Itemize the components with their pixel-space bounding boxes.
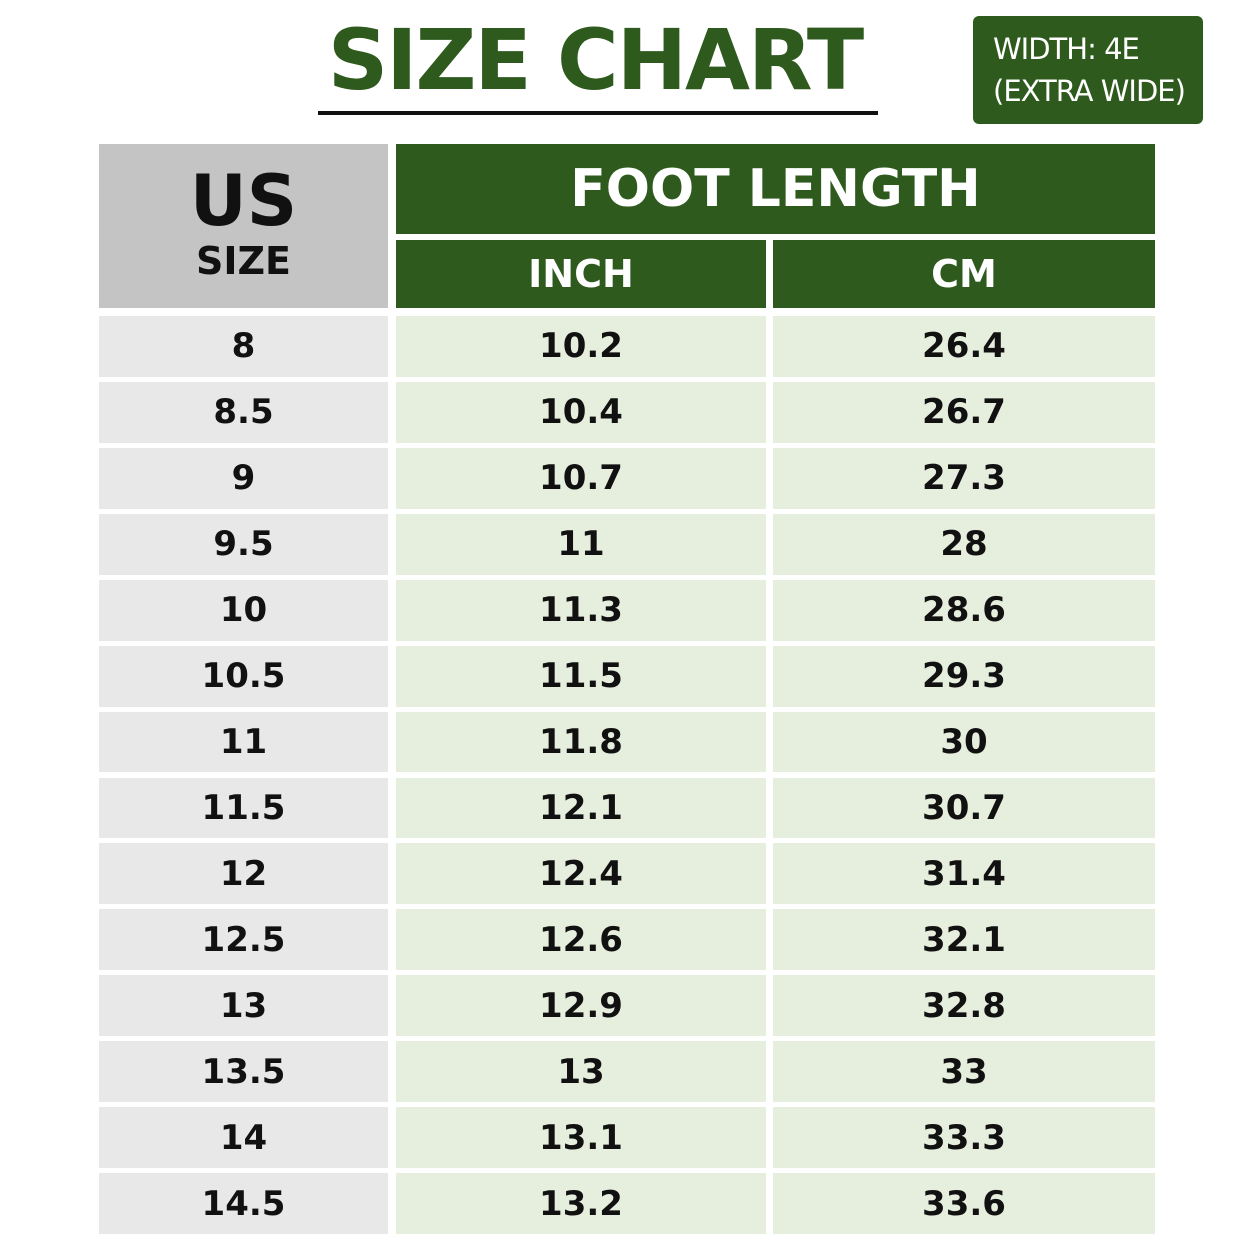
table-cell: 28.6: [773, 579, 1155, 641]
table-cell: 12: [99, 843, 388, 905]
table-cell: 10: [99, 579, 388, 641]
table-cell: 11: [396, 513, 766, 575]
table-cell: 33: [773, 1041, 1155, 1103]
table-cell: 9.5: [99, 513, 388, 575]
table-cell: 11.3: [396, 579, 766, 641]
table-cell: 11.8: [396, 711, 766, 773]
table-cell: 10.7: [396, 447, 766, 509]
width-badge: WIDTH: 4E (EXTRA WIDE): [973, 16, 1203, 124]
table-cell: 12.5: [99, 909, 388, 971]
table-cell: 30.7: [773, 777, 1155, 839]
table-cell: 13: [99, 975, 388, 1037]
table-cell: 12.1: [396, 777, 766, 839]
table-cell: 8.5: [99, 381, 388, 443]
table-cell: 12.6: [396, 909, 766, 971]
table-cell: 13.1: [396, 1107, 766, 1169]
column-header: CM: [773, 240, 1155, 308]
table-cell: 28: [773, 513, 1155, 575]
badge-line: (EXTRA WIDE): [993, 74, 1186, 108]
table-cell: 26.4: [773, 316, 1155, 377]
table-cell: 13.5: [99, 1041, 388, 1103]
table-cell: 31.4: [773, 843, 1155, 905]
column-header: INCH: [396, 240, 766, 308]
table-cell: 9: [99, 447, 388, 509]
title: SIZE CHART: [327, 11, 864, 109]
table-cell: 13: [396, 1041, 766, 1103]
table-cell: 32.1: [773, 909, 1155, 971]
table-cell: 32.8: [773, 975, 1155, 1037]
table-cell: 11.5: [396, 645, 766, 707]
badge-line: WIDTH: 4E: [993, 32, 1140, 66]
table-cell: 29.3: [773, 645, 1155, 707]
table-cell: 8: [99, 316, 388, 377]
table-cell: 12.4: [396, 843, 766, 905]
table-cell: 12.9: [396, 975, 766, 1037]
table-cell: 33.3: [773, 1107, 1155, 1169]
table-cell: 11: [99, 711, 388, 773]
table-cell: 30: [773, 711, 1155, 773]
size-header-main: US: [189, 160, 298, 242]
size-header: US SIZE: [99, 144, 388, 308]
table-cell: 10.2: [396, 316, 766, 377]
table-cell: 10.5: [99, 645, 388, 707]
table-cell: 14: [99, 1107, 388, 1169]
group-header: FOOT LENGTH: [396, 144, 1155, 234]
size-header-sub: SIZE: [195, 239, 292, 283]
table-cell: 13.2: [396, 1173, 766, 1234]
table-cell: 10.4: [396, 381, 766, 443]
table-cell: 26.7: [773, 381, 1155, 443]
table-cell: 11.5: [99, 777, 388, 839]
table-cell: 33.6: [773, 1173, 1155, 1234]
table-cell: 27.3: [773, 447, 1155, 509]
title-underline: [318, 111, 878, 115]
table-cell: 14.5: [99, 1173, 388, 1234]
